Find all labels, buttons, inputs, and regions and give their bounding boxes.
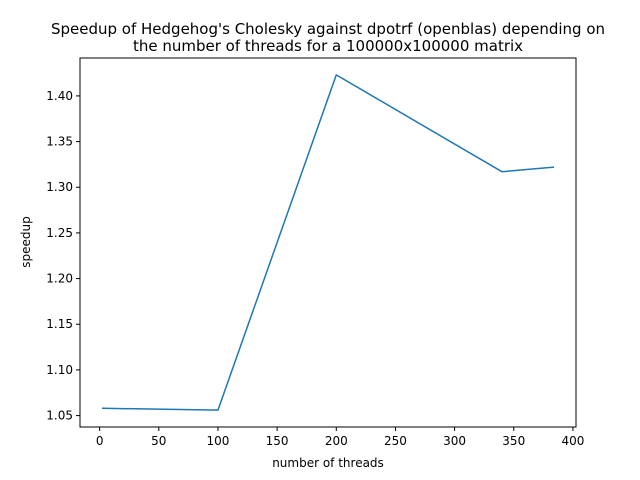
y-axis-label: speedup: [19, 216, 33, 267]
y-axis-ticks: 1.05 1.10 1.15 1.20 1.25 1.30 1.35 1.40: [46, 89, 80, 423]
y-tick-label: 1.30: [46, 180, 73, 194]
series-line: [101, 74, 555, 411]
y-tick-label: 1.40: [46, 89, 73, 103]
plot-area: [79, 57, 577, 428]
y-tick-label: 1.05: [46, 409, 73, 423]
chart-title-line-1: Speedup of Hedgehog's Cholesky against d…: [51, 20, 605, 38]
axes-frame: [79, 57, 577, 428]
y-tick-label: 1.35: [46, 135, 73, 149]
x-tick-label: 100: [207, 434, 230, 448]
x-tick-label: 200: [325, 434, 348, 448]
x-tick-label: 400: [561, 434, 584, 448]
x-tick-label: 350: [502, 434, 525, 448]
y-tick-label: 1.25: [46, 226, 73, 240]
y-tick-label: 1.15: [46, 317, 73, 331]
x-axis-ticks: 0 50 100 150 200 250 300 350 400: [96, 427, 584, 448]
x-tick-label: 150: [266, 434, 289, 448]
series-layer: [101, 74, 555, 411]
x-tick-label: 250: [384, 434, 407, 448]
x-tick-label: 0: [96, 434, 104, 448]
chart-title-line-2: the number of threads for a 100000x10000…: [133, 37, 523, 55]
x-tick-label: 50: [151, 434, 166, 448]
x-tick-label: 300: [443, 434, 466, 448]
x-axis-label: number of threads: [272, 456, 384, 470]
y-tick-label: 1.20: [46, 272, 73, 286]
y-tick-label: 1.10: [46, 363, 73, 377]
